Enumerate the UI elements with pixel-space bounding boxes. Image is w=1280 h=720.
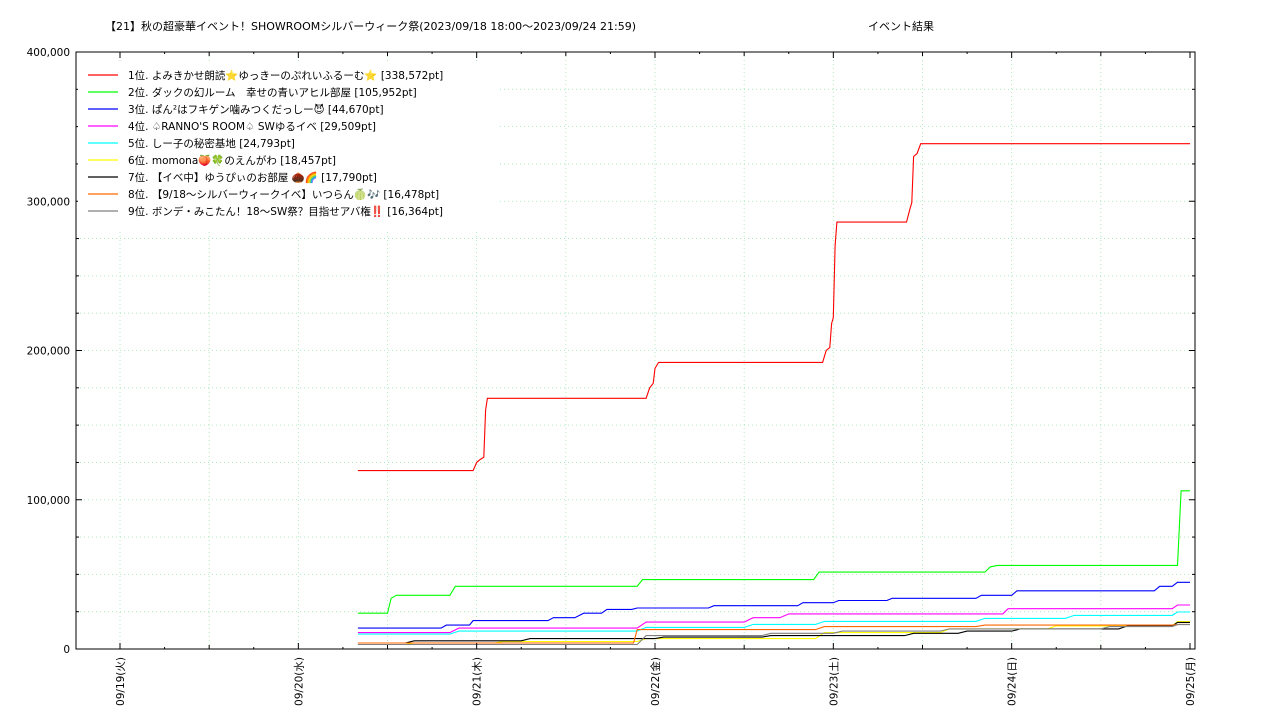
x-tick-label: 09/20(水) (293, 657, 305, 706)
y-tick-label: 300,000 (27, 196, 70, 208)
legend-label: 4位. ♤RANNO'S ROOM♤ SWゆるイベ [29,509pt] (128, 120, 376, 133)
x-tick-label: 09/19(火) (115, 657, 127, 706)
series-line-2 (357, 490, 1190, 614)
x-tick-label: 09/22(金) (649, 657, 662, 706)
legend-label: 5位. しー子の秘密基地 [24,793pt] (128, 137, 295, 150)
legend-label: 3位. ぱん²はフキゲン噛みつくだっしー😈 [44,670pt] (128, 103, 384, 116)
series-line-4 (357, 604, 1190, 634)
y-tick-label: 0 (63, 644, 70, 656)
x-tick-label: 09/24(日) (1007, 657, 1019, 706)
y-tick-label: 400,000 (27, 47, 70, 59)
legend-background (78, 64, 498, 230)
y-tick-label: 100,000 (27, 495, 70, 507)
axes: 0 100,000 200,000 300,000 400,000 09/19(火) 09/… (27, 47, 1197, 706)
grid (76, 52, 1195, 649)
legend-label: 1位. よみきかせ朗読⭐ゆっきーのぷれいふるーむ⭐ [338,572pt] (128, 69, 443, 82)
y-tick-label: 200,000 (27, 346, 70, 358)
x-tick-label: 09/23(土) (827, 657, 840, 706)
chart-title: 【21】秋の超豪華イベント！SHOWROOMシルバーウィーク祭(2023/09/… (105, 19, 636, 33)
series-line-1 (357, 143, 1190, 472)
series-line-9 (357, 624, 1190, 646)
legend: 1位. よみきかせ朗読⭐ゆっきーのぷれいふるーむ⭐ [338,572pt] 2位.… (78, 64, 498, 230)
chart-subtitle: イベント結果 (868, 19, 934, 33)
legend-label: 9位. ボンデ・みこたん！18～SW祭？目指せアバ権‼️ [16,364pt] (128, 205, 443, 218)
legend-label: 7位. 【イベ中】ゆうぴぃのお部屋 🌰🌈 [17,790pt] (128, 171, 377, 184)
legend-label: 8位. 【9/18～シルバーウィークイベ】いつらん🍈🎶 [16,478pt] (128, 188, 439, 201)
series-line-8 (357, 623, 1190, 644)
legend-label: 2位. ダックの幻ルーム 幸せの青いアヒル部屋 [105,952pt] (128, 86, 417, 99)
x-tick-label: 09/25(月) (1185, 657, 1197, 706)
series-line-5 (357, 611, 1190, 635)
series-group (357, 143, 1190, 646)
legend-label: 6位. momona🍑🍀のえんがわ [18,457pt] (128, 154, 336, 167)
x-tick-label: 09/21(木) (472, 657, 484, 706)
series-line-3 (357, 581, 1190, 629)
